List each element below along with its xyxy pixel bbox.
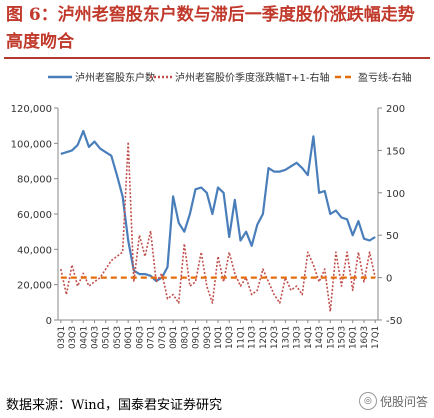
x-tick-label: 06Q1 (124, 326, 134, 349)
x-tick-label: 17Q1 (371, 326, 381, 349)
y-left-tick-label: 100,000 (11, 139, 52, 150)
x-tick-label: 07Q3 (158, 326, 168, 349)
x-tick-label: 08Q3 (180, 326, 190, 349)
line-chart: 泸州老窖股东户数 泸州老窖股价季度涨跌幅T+1-右轴 盈亏线-右轴 0 20,000 40… (11, 71, 412, 349)
x-tick-label: 08Q1 (169, 326, 179, 349)
figure-title: 图 6：泸州老窖股东户数与滞后一季度股价涨跌幅走势高度吻合 (6, 5, 415, 52)
x-tick-label: 11Q1 (236, 326, 246, 349)
legend-label-2: 盈亏线-右轴 (358, 71, 412, 84)
x-tick-label: 05Q1 (102, 326, 112, 349)
wechat-icon: ◎ (358, 392, 377, 410)
x-tick-label: 12Q3 (270, 326, 280, 349)
x-tick-label: 03Q1 (57, 326, 67, 349)
series-line-1 (60, 141, 376, 313)
series-line-0 (60, 129, 376, 283)
x-tick-label: 05Q3 (113, 326, 123, 349)
legend-label-0: 泸州老窖股东户数 (75, 71, 155, 84)
watermark: ◎ 倪股问答 (358, 392, 428, 410)
x-tick-label: 10Q3 (225, 326, 235, 349)
x-tick-label: 11Q3 (248, 326, 258, 349)
y-right-tick-label: 200 (386, 104, 405, 115)
x-tick-label: 09Q1 (192, 326, 202, 349)
y-right-tick-label: 0 (386, 274, 392, 285)
x-tick-label: 15Q1 (326, 326, 336, 349)
x-tick-label: 13Q3 (293, 326, 303, 349)
x-tick-label: 16Q1 (349, 326, 359, 349)
y-right-tick-label: 150 (386, 146, 405, 157)
title-divider (4, 57, 430, 59)
x-tick-label: 16Q3 (360, 326, 370, 349)
y-left-tick-label: 40,000 (17, 245, 52, 256)
x-tick-label: 04Q3 (90, 326, 100, 349)
data-source-note: 数据来源：Wind，国泰君安证券研究 (6, 398, 222, 413)
y-right-tick-label: 50 (386, 231, 399, 242)
x-tick-label: 15Q3 (338, 326, 348, 349)
x-tick-label: 03Q3 (68, 326, 78, 349)
y-left-tick-label: 80,000 (17, 175, 52, 186)
x-tick-label: 14Q1 (304, 326, 314, 349)
watermark-text: 倪股问答 (379, 394, 428, 409)
y-left-tick-label: 60,000 (17, 210, 52, 221)
x-tick-label: 06Q3 (135, 326, 145, 349)
x-tick-label: 04Q1 (79, 326, 89, 349)
x-tick-label: 10Q1 (214, 326, 224, 349)
x-tick-label: 13Q1 (281, 326, 291, 349)
x-tick-label: 12Q1 (259, 326, 269, 349)
y-left-tick-label: 20,000 (17, 281, 52, 292)
x-tick-label: 14Q3 (315, 326, 325, 349)
y-right-tick-label: -50 (386, 316, 402, 327)
x-tick-label: 07Q1 (147, 326, 157, 349)
y-left-tick-label: 0 (46, 316, 52, 327)
y-left-tick-label: 120,000 (11, 104, 52, 115)
x-tick-label: 09Q3 (203, 326, 213, 349)
y-right-tick-label: 100 (386, 189, 405, 200)
legend-label-1: 泸州老窖股价季度涨跌幅T+1-右轴 (175, 71, 329, 84)
